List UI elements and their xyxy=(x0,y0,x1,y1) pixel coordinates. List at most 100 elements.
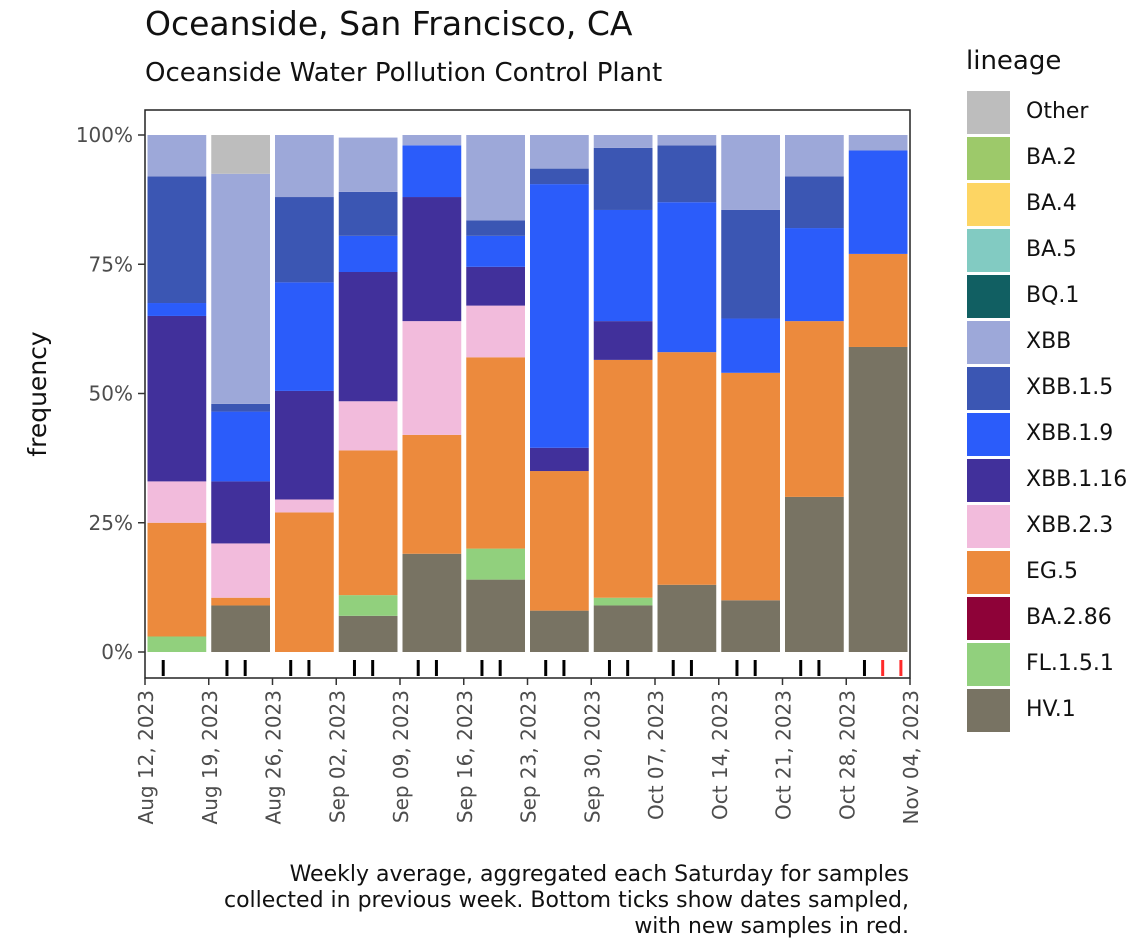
bar-segment-hv-1 xyxy=(530,610,589,652)
x-tick-label: Sep 30, 2023 xyxy=(580,690,604,823)
bar-segment-hv-1 xyxy=(466,579,525,652)
legend: Other BA.2 BA.4 BA.5 BQ.1 XBB XBB.1.5 XBB.1.9 XB… xyxy=(966,91,1146,735)
legend-item: HV.1 xyxy=(966,689,1146,735)
bar-segment-xbb xyxy=(721,135,780,210)
bar-segment-xbb-1-9 xyxy=(785,228,844,322)
y-tick-label: 25% xyxy=(89,511,133,535)
legend-item: XBB xyxy=(966,321,1146,367)
bar-segment-xbb-1-9 xyxy=(466,235,525,267)
legend-label: BA.4 xyxy=(1026,191,1077,216)
bar-segment-xbb-1-16 xyxy=(211,481,270,544)
legend-swatch xyxy=(967,321,1010,364)
bar-segment-xbb-1-16 xyxy=(275,390,334,500)
legend-item: BA.2 xyxy=(966,137,1146,183)
x-tick-label: Aug 26, 2023 xyxy=(262,690,286,824)
bar-segment-fl-1-5-1 xyxy=(466,548,525,580)
bar-segment-xbb xyxy=(402,135,462,146)
legend-item: XBB.1.16 xyxy=(966,459,1146,505)
bar-segment-xbb-1-5 xyxy=(721,209,780,319)
plot-panel xyxy=(145,110,910,678)
legend-swatch xyxy=(967,91,1010,134)
legend-swatch xyxy=(967,505,1010,548)
bar-segment-xbb-1-16 xyxy=(338,272,398,402)
bar-segment-eg-5 xyxy=(275,512,334,652)
bar-segment-xbb-1-5 xyxy=(785,176,844,229)
bar-segment-xbb xyxy=(848,135,908,151)
bar-segment-hv-1 xyxy=(402,553,462,652)
bar-segment-xbb-1-5 xyxy=(466,220,525,236)
legend-label: BA.5 xyxy=(1026,237,1077,262)
bar-segment-xbb-1-9 xyxy=(721,318,780,373)
legend-label: XBB.2.3 xyxy=(1026,513,1114,538)
legend-swatch xyxy=(967,367,1010,410)
bar-segment-xbb-1-9 xyxy=(848,150,908,254)
chart-subtitle: Oceanside Water Pollution Control Plant xyxy=(145,58,663,88)
bar-segment-xbb-1-5 xyxy=(530,168,589,185)
bar-segment-xbb-1-9 xyxy=(593,209,653,322)
bar-segment-xbb xyxy=(785,135,844,177)
legend-label: BA.2 xyxy=(1026,145,1077,170)
bar-segment-hv-1 xyxy=(785,496,844,652)
bar-segment-xbb-1-5 xyxy=(275,197,334,283)
bar-segment-xbb-1-9 xyxy=(338,235,398,273)
y-tick-label: 100% xyxy=(76,123,133,147)
bar-segment-eg-5 xyxy=(785,321,844,497)
bar-segment-xbb-1-5 xyxy=(211,403,270,412)
legend-swatch xyxy=(967,137,1010,180)
legend-swatch xyxy=(967,643,1010,686)
bar-segment-hv-1 xyxy=(657,584,717,652)
legend-label: XBB.1.16 xyxy=(1026,467,1128,492)
bar-segment-fl-1-5-1 xyxy=(338,595,398,616)
x-tick-label: Sep 02, 2023 xyxy=(325,690,349,823)
bar-segment-xbb xyxy=(593,135,653,148)
legend-label: EG.5 xyxy=(1026,559,1078,584)
bar-segment-xbb-2-3 xyxy=(147,481,207,523)
bar-segment-xbb-2-3 xyxy=(466,305,525,358)
bar-segment-xbb-1-9 xyxy=(275,282,334,391)
bar-segment-eg-5 xyxy=(848,253,908,347)
bar-segment-hv-1 xyxy=(848,346,908,652)
legend-label: BQ.1 xyxy=(1026,283,1080,308)
y-tick-label: 0% xyxy=(101,640,133,664)
bar-segment-eg-5 xyxy=(211,597,270,606)
legend-swatch xyxy=(967,551,1010,594)
bar-segment-xbb-1-5 xyxy=(657,145,717,203)
legend-label: Other xyxy=(1026,99,1089,124)
x-tick-label: Aug 19, 2023 xyxy=(198,690,222,824)
legend-swatch xyxy=(967,183,1010,226)
bar-segment-eg-5 xyxy=(466,357,525,549)
bar-segment-eg-5 xyxy=(147,522,207,637)
x-tick-label: Oct 07, 2023 xyxy=(644,690,668,820)
legend-title: lineage xyxy=(966,46,1062,76)
bar-segment-eg-5 xyxy=(721,372,780,601)
bar-segment-xbb-1-5 xyxy=(593,147,653,210)
legend-swatch xyxy=(967,459,1010,502)
legend-label: BA.2.86 xyxy=(1026,605,1112,630)
y-tick-label: 75% xyxy=(89,252,133,276)
legend-item: BA.2.86 xyxy=(966,597,1146,643)
bar-segment-hv-1 xyxy=(211,605,270,652)
bar-segment-eg-5 xyxy=(338,450,398,596)
legend-label: XBB.1.5 xyxy=(1026,375,1114,400)
y-axis-title: frequency xyxy=(23,331,52,457)
legend-item: FL.1.5.1 xyxy=(966,643,1146,689)
bar-segment-eg-5 xyxy=(402,434,462,554)
bar-segment-xbb-1-9 xyxy=(657,202,717,353)
x-tick-label: Sep 09, 2023 xyxy=(389,690,413,823)
bar-segment-xbb-1-5 xyxy=(338,191,398,236)
legend-swatch xyxy=(967,689,1010,732)
x-tick-label: Nov 04, 2023 xyxy=(899,690,923,824)
bar-segment-xbb-2-3 xyxy=(275,499,334,513)
legend-item: XBB.1.9 xyxy=(966,413,1146,459)
legend-item: XBB.2.3 xyxy=(966,505,1146,551)
bar-segment-xbb xyxy=(530,135,589,169)
bar-segment-xbb xyxy=(657,135,717,146)
bar-segment-eg-5 xyxy=(657,352,717,585)
legend-swatch xyxy=(967,413,1010,456)
bar-segment-hv-1 xyxy=(593,605,653,652)
legend-swatch xyxy=(967,275,1010,318)
legend-item: XBB.1.5 xyxy=(966,367,1146,413)
bar-segment-xbb-2-3 xyxy=(211,543,270,598)
x-tick-label: Sep 16, 2023 xyxy=(453,690,477,823)
legend-item: BA.4 xyxy=(966,183,1146,229)
